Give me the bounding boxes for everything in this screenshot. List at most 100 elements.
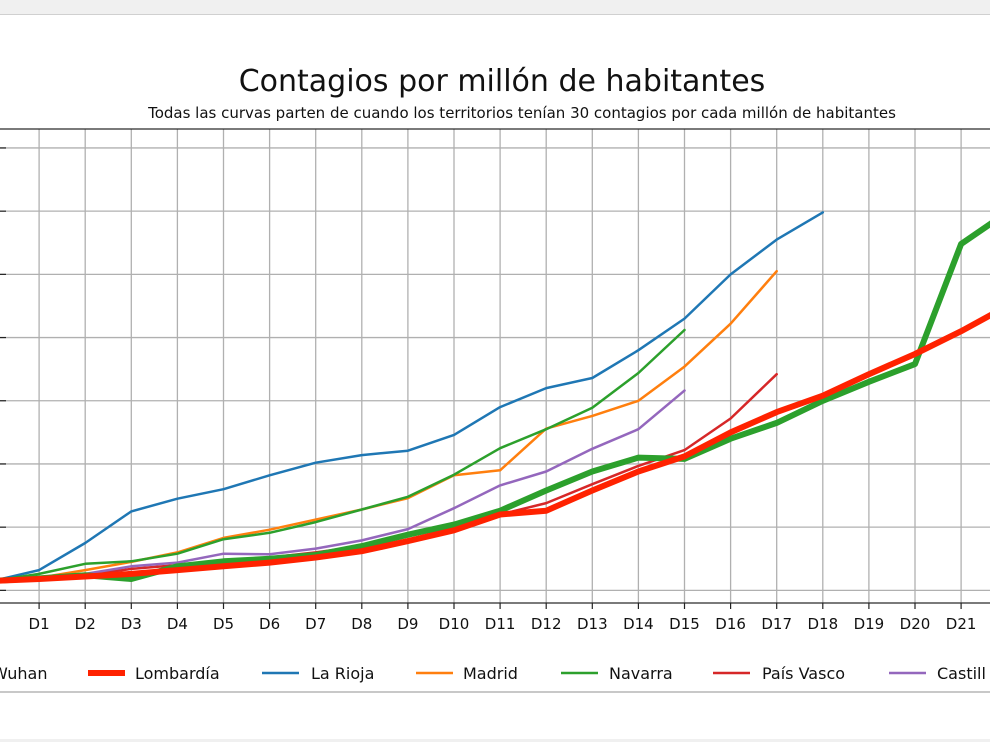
data-point-madrid xyxy=(775,270,778,272)
data-point-la-rioja xyxy=(176,497,179,500)
data-point-navarra xyxy=(361,508,363,511)
data-point-navarra-grueso- xyxy=(914,363,916,365)
data-point-la-rioja xyxy=(683,317,686,320)
data-point-lombard-a xyxy=(822,394,824,397)
line-chart: Contagios por millón de habitantes Todas… xyxy=(0,64,990,693)
legend-label-pa-s-vasco: País Vasco xyxy=(762,664,845,683)
data-point-lombard-a xyxy=(729,431,732,434)
x-tick-label-D9: D9 xyxy=(397,615,418,633)
data-point-navarra xyxy=(314,521,317,523)
data-point-lombard-a xyxy=(499,513,501,516)
data-point-navarra xyxy=(84,563,86,565)
data-point-la-rioja xyxy=(130,510,133,513)
grid xyxy=(0,129,990,603)
data-point-lombard-a xyxy=(914,353,916,355)
data-point-castilla xyxy=(222,552,225,555)
data-point-navarra-grueso- xyxy=(176,565,179,568)
data-point-navarra xyxy=(407,496,409,498)
x-tick-label-D5: D5 xyxy=(213,615,234,633)
data-point-castilla xyxy=(361,539,363,542)
plot-area-border xyxy=(0,128,990,604)
data-point-madrid xyxy=(314,518,317,521)
legend: Wuhan Lombardía La Rioja Madrid Navarra País … xyxy=(0,664,986,683)
data-point-madrid xyxy=(268,528,271,531)
x-tick-label-D4: D4 xyxy=(167,615,188,633)
x-tick-label-D10: D10 xyxy=(439,615,470,633)
legend-label-madrid: Madrid xyxy=(463,664,518,683)
data-point-navarra xyxy=(637,372,640,374)
data-point-pa-s-vasco xyxy=(637,465,640,467)
x-tick-label-D14: D14 xyxy=(623,615,654,633)
data-point-lombard-a xyxy=(176,569,179,571)
x-tick-label-D21: D21 xyxy=(946,615,977,633)
x-tick-label-D11: D11 xyxy=(485,615,516,633)
data-point-la-rioja xyxy=(822,211,824,214)
data-point-la-rioja xyxy=(407,449,409,452)
x-tick-label-D15: D15 xyxy=(669,615,700,633)
data-point-madrid xyxy=(499,469,501,472)
x-tick-label-D17: D17 xyxy=(761,615,792,633)
data-point-lombard-a xyxy=(868,373,870,376)
x-tick-label-D19: D19 xyxy=(854,615,885,633)
data-point-lombard-a xyxy=(222,565,225,568)
data-point-navarra xyxy=(499,447,501,450)
data-point-pa-s-vasco xyxy=(545,502,547,504)
data-point-navarra-grueso- xyxy=(545,489,547,492)
data-point-navarra-grueso- xyxy=(130,578,133,580)
data-point-pa-s-vasco xyxy=(775,373,778,376)
data-point-la-rioja xyxy=(499,406,501,408)
series-line-navarra xyxy=(0,328,686,582)
data-point-la-rioja xyxy=(268,474,271,477)
data-point-navarra-grueso- xyxy=(453,523,455,526)
data-point-lombard-a xyxy=(591,489,594,492)
data-point-lombard-a xyxy=(361,550,363,552)
data-point-lombard-a xyxy=(960,330,962,333)
data-point-madrid xyxy=(84,569,86,571)
data-point-la-rioja xyxy=(222,488,225,491)
data-point-pa-s-vasco xyxy=(683,449,686,451)
legend-label-navarra: Navarra xyxy=(609,664,673,683)
data-point-castilla xyxy=(683,389,686,392)
series-line-navarra-grueso- xyxy=(0,220,990,584)
data-point-navarra xyxy=(591,406,594,409)
x-tick-label-D13: D13 xyxy=(577,615,608,633)
data-point-la-rioja xyxy=(314,461,317,464)
x-tick-label-D8: D8 xyxy=(351,615,372,633)
data-point-navarra-grueso- xyxy=(822,400,824,402)
chart-title: Contagios por millón de habitantes xyxy=(239,64,766,99)
x-tick-label-D6: D6 xyxy=(259,615,280,633)
series-lines xyxy=(0,211,990,584)
x-tick-label-D1: D1 xyxy=(29,615,50,633)
data-point-navarra xyxy=(268,532,271,534)
legend-label-la-rioja: La Rioja xyxy=(311,664,374,683)
data-point-castilla xyxy=(453,507,455,510)
data-point-madrid xyxy=(637,400,640,402)
data-point-lombard-a xyxy=(84,575,86,578)
data-point-la-rioja xyxy=(775,238,778,241)
data-point-navarra-grueso- xyxy=(222,560,225,563)
data-point-lombard-a xyxy=(268,561,271,564)
data-point-navarra xyxy=(38,573,40,575)
data-point-la-rioja xyxy=(545,387,547,389)
data-point-pa-s-vasco xyxy=(729,417,732,420)
data-point-lombard-a xyxy=(775,411,778,413)
data-point-madrid xyxy=(591,415,594,417)
data-point-lombard-a xyxy=(407,540,409,542)
legend-label-lombard-a: Lombardía xyxy=(135,664,220,683)
data-point-castilla xyxy=(591,448,594,450)
data-point-castilla xyxy=(176,561,179,564)
data-point-navarra-grueso- xyxy=(729,437,732,440)
data-point-la-rioja xyxy=(84,542,86,544)
data-point-navarra-grueso- xyxy=(361,545,363,547)
x-tick-label-D2: D2 xyxy=(75,615,96,633)
data-point-castilla xyxy=(268,553,271,556)
data-point-navarra xyxy=(453,473,455,476)
data-point-lombard-a xyxy=(545,509,547,512)
data-point-la-rioja xyxy=(637,349,640,352)
data-point-navarra-grueso- xyxy=(775,422,778,424)
data-point-lombard-a xyxy=(683,455,686,458)
series-line-lombard-a xyxy=(0,311,990,584)
data-point-la-rioja xyxy=(453,434,455,436)
data-point-navarra-grueso- xyxy=(591,470,594,473)
data-point-la-rioja xyxy=(38,569,40,571)
